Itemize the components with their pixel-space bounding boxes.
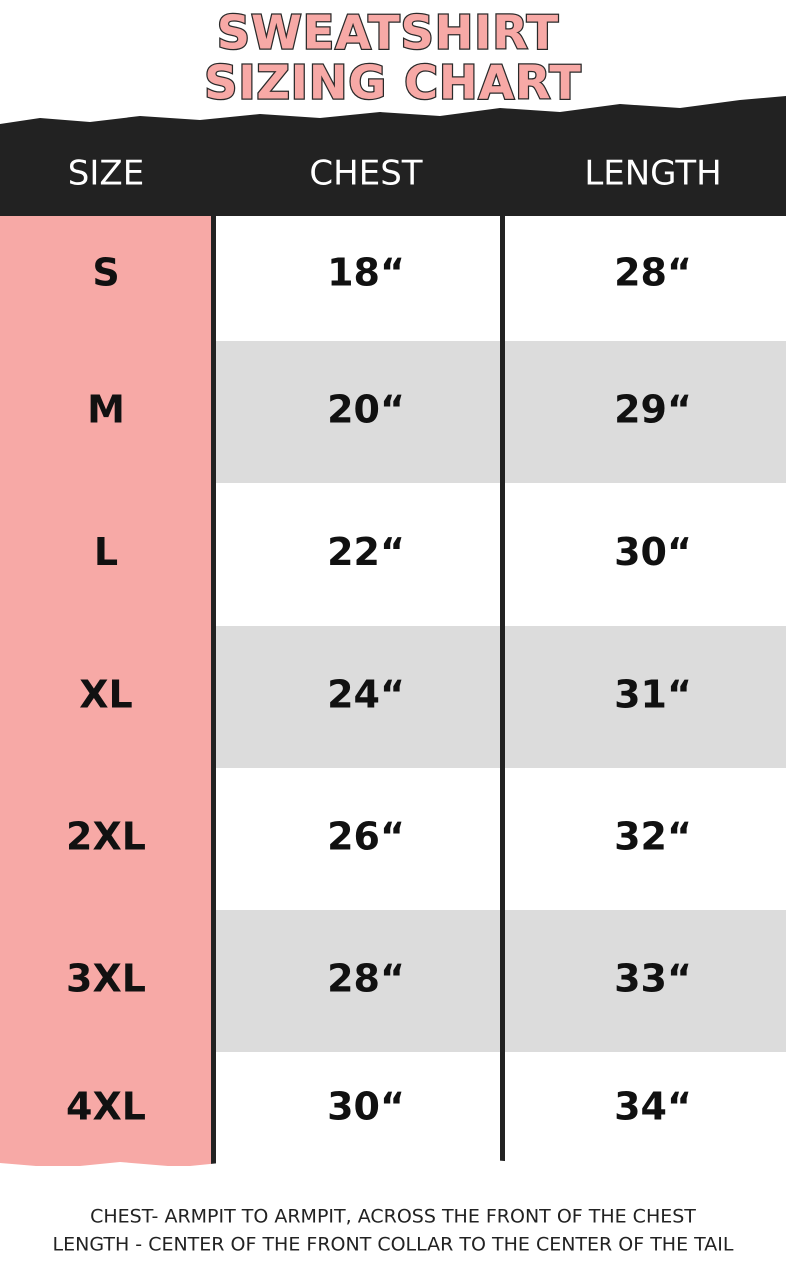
column-header: CHEST: [309, 154, 422, 194]
measurement: 32“: [614, 815, 692, 859]
measurement: 30“: [327, 1085, 405, 1129]
size-label: 2XL: [66, 815, 146, 859]
measurement: 28“: [614, 251, 692, 295]
measurement: 33“: [614, 957, 692, 1001]
measurement: 22“: [327, 530, 405, 574]
measurement: 28“: [327, 957, 405, 1001]
table-body: S 18“ 28“ M 20“ 29“ L 22“ 30“ XL 24“ 31“ 2XL 26“ 32“ 3X…: [0, 216, 786, 1181]
size-label: L: [94, 530, 118, 574]
measurement: 30“: [614, 530, 692, 574]
header-band: [0, 96, 786, 216]
torn-edge: [0, 1157, 786, 1280]
size-column: [0, 216, 212, 1166]
note: CHEST- ARMPIT TO ARMPIT, ACROSS THE FRON…: [90, 1206, 696, 1228]
title-line: SIZING CHART: [204, 56, 582, 110]
size-label: 4XL: [66, 1085, 146, 1129]
measurement: 20“: [327, 388, 405, 432]
column-header: SIZE: [68, 154, 144, 194]
measurement: 24“: [327, 673, 405, 717]
table-header: SIZE CHEST LENGTH: [68, 154, 722, 194]
measurement: 18“: [327, 251, 405, 295]
measurement: 34“: [614, 1085, 692, 1129]
column-header: LENGTH: [584, 154, 721, 194]
column-divider: [500, 216, 505, 1181]
measurement: 29“: [614, 388, 692, 432]
title-line: SWEATSHIRT: [217, 6, 559, 60]
size-label: S: [92, 251, 119, 295]
size-label: M: [87, 388, 125, 432]
column-divider: [211, 216, 216, 1166]
row-stripe: [212, 341, 786, 483]
measurement: 26“: [327, 815, 405, 859]
row-stripe: [212, 910, 786, 1052]
row-stripe: [212, 626, 786, 768]
measurement: 31“: [614, 673, 692, 717]
note: LENGTH - CENTER OF THE FRONT COLLAR TO T…: [53, 1234, 734, 1256]
size-label: 3XL: [66, 957, 146, 1001]
size-label: XL: [79, 673, 133, 717]
